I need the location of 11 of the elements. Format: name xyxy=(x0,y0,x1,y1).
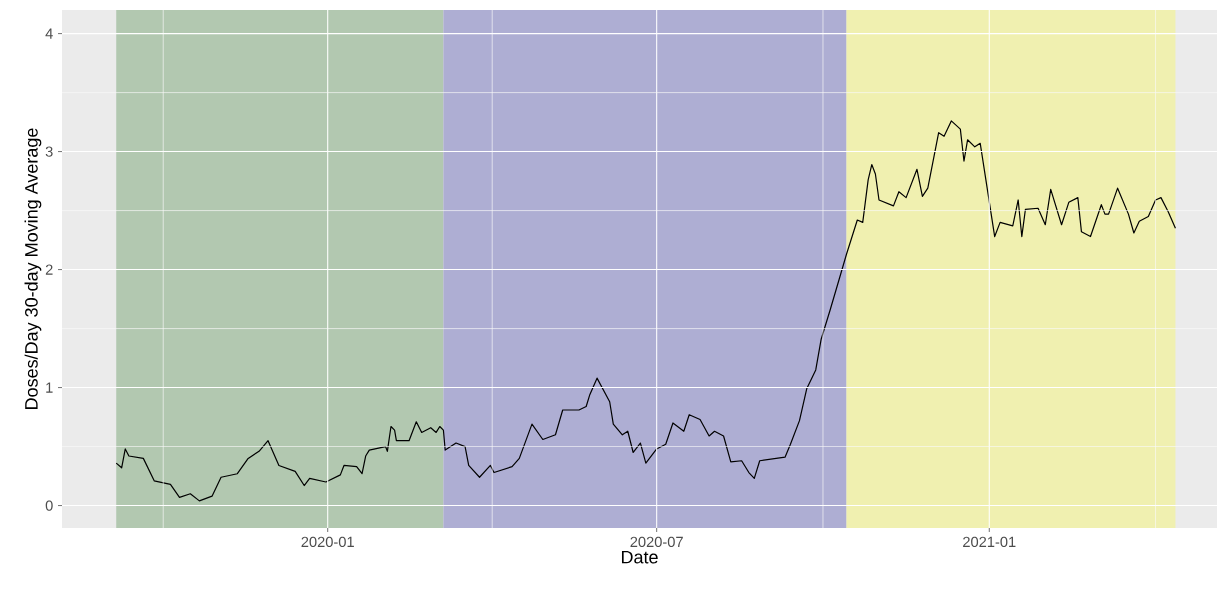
x-tick-label: 2020-07 xyxy=(630,536,683,548)
y-tick-label: 0 xyxy=(45,500,53,511)
line-series xyxy=(115,120,1177,502)
y-tick-label: 3 xyxy=(45,146,53,157)
y-tick-label: 4 xyxy=(45,28,53,39)
y-tick-label: 2 xyxy=(45,264,53,275)
x-axis-title: Date xyxy=(621,550,658,564)
y-tick-label: 1 xyxy=(46,382,53,393)
x-tick-label: 2021-01 xyxy=(963,536,1016,548)
x-tick-label: 2020-01 xyxy=(301,536,354,548)
y-axis-title: Doses/Day 30-day Moving Average xyxy=(24,128,42,409)
